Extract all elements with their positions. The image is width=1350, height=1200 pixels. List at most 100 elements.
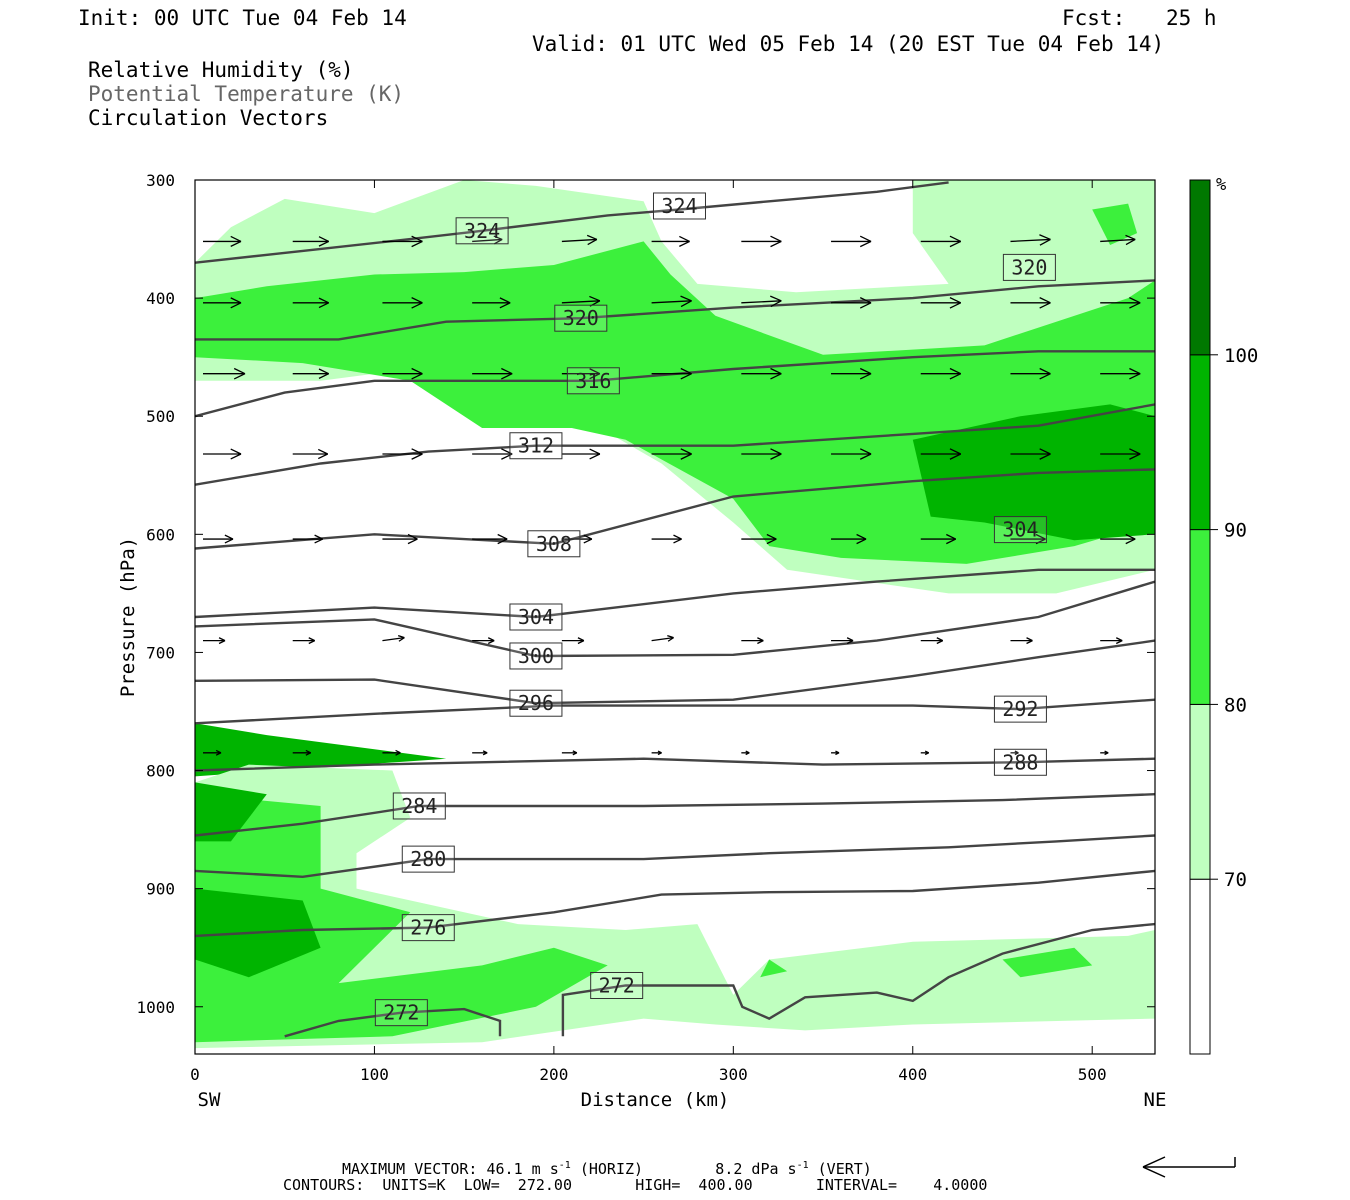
vector-61 [741, 637, 764, 645]
y-tick-900: 900 [146, 880, 175, 899]
vector-1 [292, 236, 330, 247]
contour-label-320-14: 320 [554, 304, 608, 332]
theta-contour-292-6 [195, 698, 1155, 725]
vector-20 [1010, 297, 1051, 309]
svg-text:316: 316 [575, 369, 611, 393]
svg-text:324: 324 [661, 194, 697, 218]
svg-text:280: 280 [410, 847, 446, 871]
vector-63 [920, 637, 944, 645]
theta-contour-280-3 [195, 834, 1155, 879]
y-tick-800: 800 [146, 762, 175, 781]
svg-text:292: 292 [1002, 697, 1038, 721]
svg-text:276: 276 [410, 916, 446, 940]
x-axis-label: Distance (km) [581, 1089, 730, 1111]
vector-72 [741, 750, 750, 756]
theta-contour-284-4 [195, 793, 1155, 837]
vector-49 [651, 534, 682, 544]
vector-32 [1100, 367, 1141, 380]
svg-text:320: 320 [563, 306, 599, 330]
vector-17 [741, 295, 782, 308]
theta-contour-316-13 [195, 350, 1155, 418]
rh-region-90-5 [195, 782, 267, 842]
x-tick-100: 100 [360, 1065, 389, 1084]
vector-12 [292, 297, 330, 309]
reference-vector-icon [1142, 1156, 1236, 1178]
vector-4 [561, 234, 598, 246]
vector-27 [651, 367, 692, 380]
svg-text:272: 272 [599, 973, 635, 997]
contour-label-324-16: 324 [455, 217, 509, 245]
vector-22 [203, 367, 246, 380]
contour-label-272-0: 272 [374, 999, 428, 1027]
vector-74 [920, 750, 930, 756]
theta-contour-324-16 [195, 181, 949, 264]
vector-75 [1010, 750, 1019, 756]
contour-label-304-10: 304 [993, 516, 1047, 544]
contour-label-284-4: 284 [392, 792, 446, 820]
vector-10 [1100, 234, 1136, 246]
vector-62 [831, 637, 854, 645]
x-tick-300: 300 [719, 1065, 748, 1084]
rh-region-90-2 [195, 723, 447, 777]
svg-text:308: 308 [536, 532, 572, 556]
vector-59 [561, 637, 585, 645]
vector-60 [651, 634, 674, 642]
vert-exp: -1 [796, 1160, 809, 1171]
vector-14 [472, 297, 511, 309]
contour-label-292-6: 292 [993, 695, 1047, 723]
vector-16 [651, 295, 692, 308]
vector-56 [292, 637, 316, 645]
vector-76 [1100, 750, 1109, 756]
svg-text:320: 320 [1011, 255, 1047, 279]
vector-29 [831, 367, 872, 380]
vector-55 [203, 637, 226, 645]
valid-time: Valid: 01 UTC Wed 05 Feb 14 (20 EST Tue … [532, 32, 1165, 56]
vector-37 [561, 448, 601, 460]
vector-67 [292, 749, 312, 756]
rh-region-80-8 [760, 959, 788, 978]
max-vector-label: MAXIMUM VECTOR: [342, 1160, 478, 1178]
vector-18 [831, 297, 872, 309]
vector-39 [741, 448, 782, 460]
x-tick-500: 500 [1078, 1065, 1107, 1084]
theta-contour-308-11 [195, 468, 1155, 550]
x-tick-400: 400 [898, 1065, 927, 1084]
rh-region-80-10 [1092, 203, 1138, 245]
vector-30 [920, 367, 962, 380]
colorbar-swatch-2 [1189, 529, 1211, 705]
field-rh: Relative Humidity (%) [88, 58, 354, 82]
contour-label-300-8: 300 [509, 642, 563, 670]
colorbar-label-90: 90 [1224, 520, 1247, 542]
svg-text:296: 296 [518, 691, 554, 715]
vector-70 [561, 750, 578, 756]
contour-label-308-11: 308 [527, 530, 581, 558]
contour-label-276-2: 276 [401, 914, 455, 942]
y-tick-400: 400 [146, 289, 175, 308]
axis-layer: 272 272 276 280 284 288 292 296 300 304 304 308 312 3… [117, 171, 1166, 1111]
vector-66 [203, 749, 222, 756]
contour-label-296-7: 296 [509, 689, 563, 717]
vector-68 [382, 749, 401, 756]
vector-7 [831, 235, 872, 248]
vector-52 [920, 533, 957, 545]
colorbar-swatch-4 [1189, 179, 1211, 356]
vector-24 [382, 367, 423, 380]
colorbar-label-100: 100 [1224, 345, 1258, 367]
y-axis-label: Pressure (hPa) [117, 537, 139, 697]
theta-contour-276-2 [195, 869, 1155, 938]
field-theta: Potential Temperature (K) [88, 82, 405, 106]
horiz-exp: -1 [558, 1160, 571, 1171]
vector-51 [831, 533, 867, 545]
vector-25 [472, 367, 513, 380]
vector-5 [651, 235, 690, 247]
vector-46 [382, 533, 418, 545]
vector-3 [472, 235, 503, 245]
vector-26 [561, 368, 601, 380]
x-tick-200: 200 [539, 1065, 568, 1084]
vector-38 [651, 448, 692, 460]
vector-58 [472, 637, 495, 645]
colorbar-swatch-3 [1189, 354, 1211, 531]
vector-13 [382, 297, 423, 309]
rh-fill-layer [195, 180, 1155, 1049]
colorbar-unit: % [1216, 175, 1226, 195]
